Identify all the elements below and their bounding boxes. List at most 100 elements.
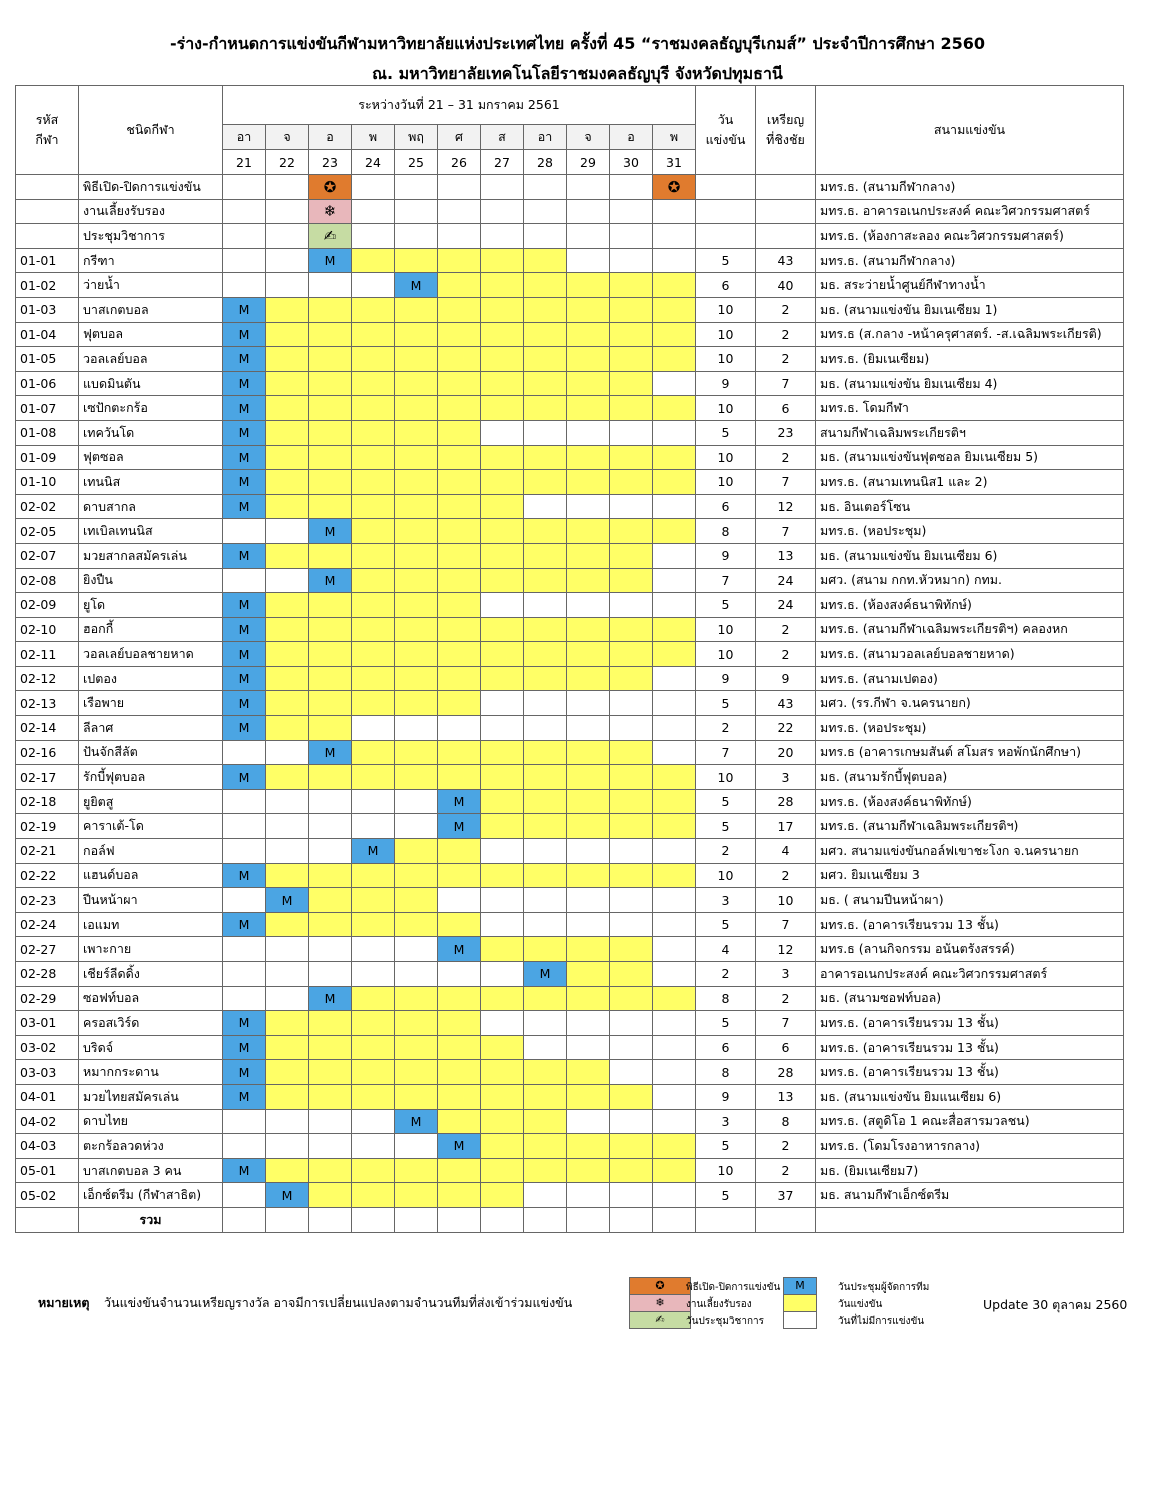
day-cell: M [222,641,266,667]
venue: มศว. (สนาม กกท.หัวหมาก) กทม. [815,567,1124,594]
venue: มทร.ธ. (สนามเทนนิส1 และ 2) [815,469,1124,495]
day-cell: M [222,493,266,520]
day-cell [437,518,481,544]
medals: 13 [755,542,816,569]
day-cell [265,223,309,249]
day-cell [566,838,610,864]
days: 9 [695,542,756,569]
weekday: อา [523,124,567,150]
day-cell [437,961,481,987]
day-cell [265,838,309,864]
day-cell [265,911,309,938]
day-cell [308,1034,352,1061]
day-cell: M [222,616,266,643]
sport: เซปักตะกร้อ [78,395,223,421]
note-text: วันแข่งขันจำนวนเหรียญรางวัล อาจมีการเปลี… [104,1295,573,1310]
day-cell: M [308,985,352,1012]
day-cell [566,1010,610,1036]
medals: 24 [755,592,816,618]
day-cell [394,419,438,446]
day-cell [609,862,653,889]
day-cell [394,1034,438,1061]
day-cell [437,321,481,348]
sport: ครอสเวิร์ด [78,1010,223,1036]
day-cell [222,1133,266,1159]
day-cell [652,346,696,372]
day-cell [308,961,352,987]
medals: 2 [755,444,816,471]
venue: มธ. (สนามแข่งขัน ยิมเนเซียม 1) [815,296,1124,323]
day-cell [222,961,266,987]
day-cell [394,223,438,249]
day-cell [652,469,696,495]
day-cell [652,1059,696,1085]
day-cell [394,1133,438,1159]
day-cell [437,887,481,913]
day-cell: M [222,690,266,717]
day-cell [523,296,567,323]
day-cell: M [222,346,266,372]
days: 8 [695,1059,756,1085]
blank [351,1206,395,1233]
day-cell [609,985,653,1012]
day-cell [308,419,352,446]
day-cell [351,395,395,421]
schedule-row: 01-06 แบดมินตัน M 9 7 มธ. (สนามแข่งขัน ยิมเนเ… [15,370,1124,397]
venue: มทร.ธ. (สนามกีฬากลาง) [815,247,1124,274]
blank [523,1206,567,1233]
schedule-row: 02-19 คาราเต้-โด M 5 17 มทร.ธ. (สนามกีฬาเฉลิม… [15,813,1124,840]
day-cell [394,592,438,618]
code: 02-18 [15,788,79,815]
day-cell [265,788,309,815]
day-cell [480,887,524,913]
code: 02-14 [15,715,79,741]
code: 02-10 [15,616,79,643]
schedule-row: 02-27 เพาะกาย M 4 12 มทร.ธ (ลานกิจกรรม อนันตร… [15,936,1124,962]
day-cell [609,715,653,741]
day-cell [308,862,352,889]
medals: 3 [755,764,816,790]
day-cell: M [222,1010,266,1036]
day-cell [566,296,610,323]
day-cell [652,518,696,544]
day-cell [609,1157,653,1184]
day-cell [609,493,653,520]
day-cell [437,1083,481,1110]
day-cell [394,1157,438,1184]
day-cell: M [265,887,309,913]
days: 7 [695,739,756,766]
day-cell [523,1133,567,1159]
day-cell [351,370,395,397]
day-cell [652,592,696,618]
days: 10 [695,764,756,790]
medals: 7 [755,911,816,938]
day-cell [308,469,352,495]
day-cell: M [222,665,266,692]
day-cell [652,1010,696,1036]
day-cell [265,961,309,987]
venue: มศว. ยิมเนเซียม 3 [815,862,1124,889]
code: 03-01 [15,1010,79,1036]
day-cell [222,272,266,298]
venue: มทร.ธ (ส.กลาง -หน้าครุศาสตร์. -ส.เฉลิมพร… [815,321,1124,348]
days: 9 [695,665,756,692]
medals: 43 [755,247,816,274]
schedule-row: 02-23 ปีนหน้าผา M 3 10 มธ. ( สนามปีนหน้าผา) [15,887,1124,913]
day-cell [265,862,309,889]
schedule-row: 01-07 เซปักตะกร้อ M 10 6 มทร.ธ. โดมกีฬา [15,395,1124,421]
day-cell [351,321,395,348]
day-cell [394,370,438,397]
day-cell [609,370,653,397]
day-cell [308,1182,352,1208]
date: 21 [222,149,266,175]
day-cell [523,1010,567,1036]
date-row: 21 22 23 24 25 26 27 28 29 30 31 [16,149,1124,175]
day-cell: M [222,911,266,938]
day-cell [652,444,696,471]
sport: หมากกระดาน [78,1059,223,1085]
day-cell [566,493,610,520]
day-cell [222,518,266,544]
days: 5 [695,911,756,938]
days: 8 [695,985,756,1012]
code: 02-17 [15,764,79,790]
